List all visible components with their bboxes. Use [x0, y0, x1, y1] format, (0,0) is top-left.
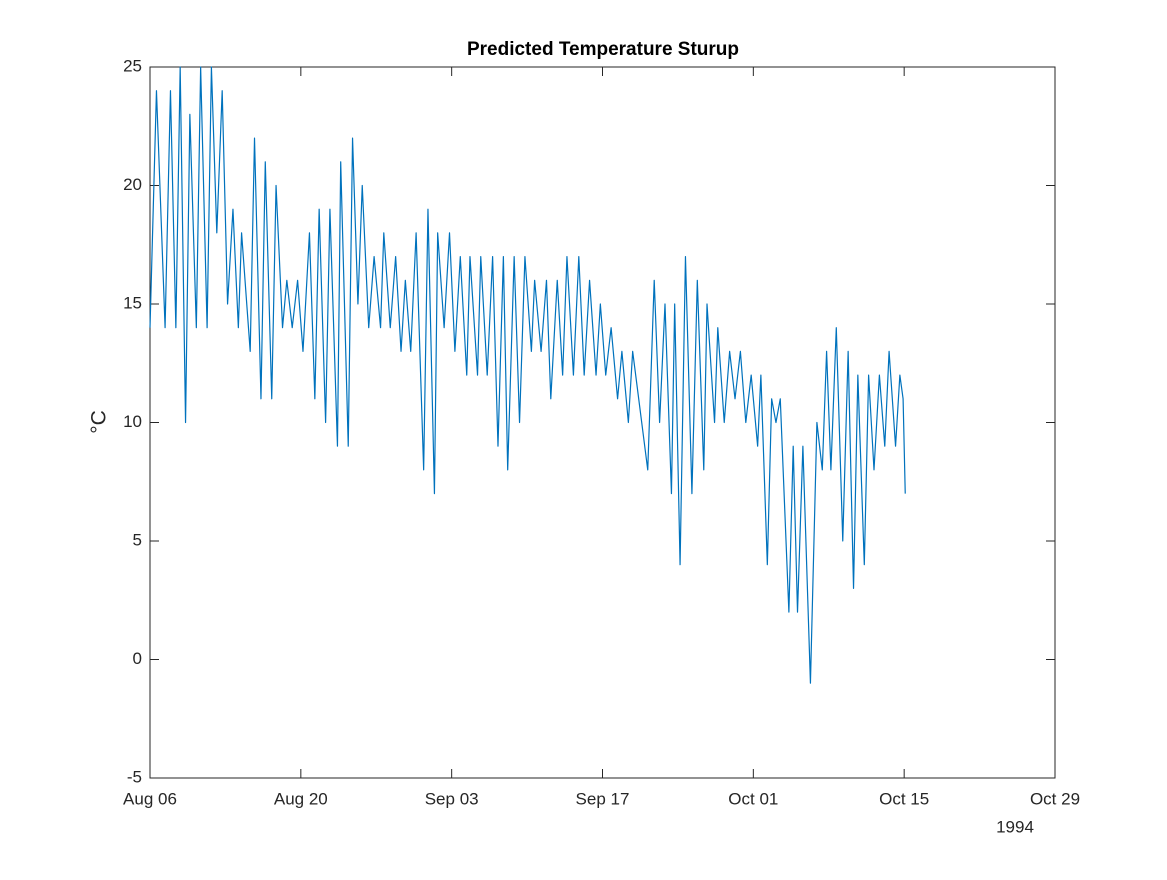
- x-year-label: 1994: [996, 817, 1034, 836]
- x-tick-label: Sep 17: [576, 789, 630, 808]
- x-tick-label: Oct 01: [728, 789, 778, 808]
- y-tick-label: -5: [127, 767, 142, 786]
- x-tick-label: Aug 20: [274, 789, 328, 808]
- axes-box: [149, 66, 1056, 779]
- temperature-line: [149, 66, 906, 684]
- x-tick-label: Sep 03: [425, 789, 479, 808]
- y-tick-label: 5: [133, 530, 142, 549]
- y-axis-label: °C: [88, 410, 111, 434]
- y-tick-label: 20: [123, 175, 142, 194]
- y-tick-label: 15: [123, 293, 142, 312]
- x-tick-label: Oct 29: [1030, 789, 1080, 808]
- chart-title: Predicted Temperature Sturup: [467, 39, 739, 60]
- y-tick-label: 25: [123, 56, 142, 75]
- x-tick-label: Aug 06: [123, 789, 177, 808]
- y-tick-label: 0: [133, 649, 142, 668]
- y-tick-label: 10: [123, 412, 142, 431]
- x-tick-label: Oct 15: [879, 789, 929, 808]
